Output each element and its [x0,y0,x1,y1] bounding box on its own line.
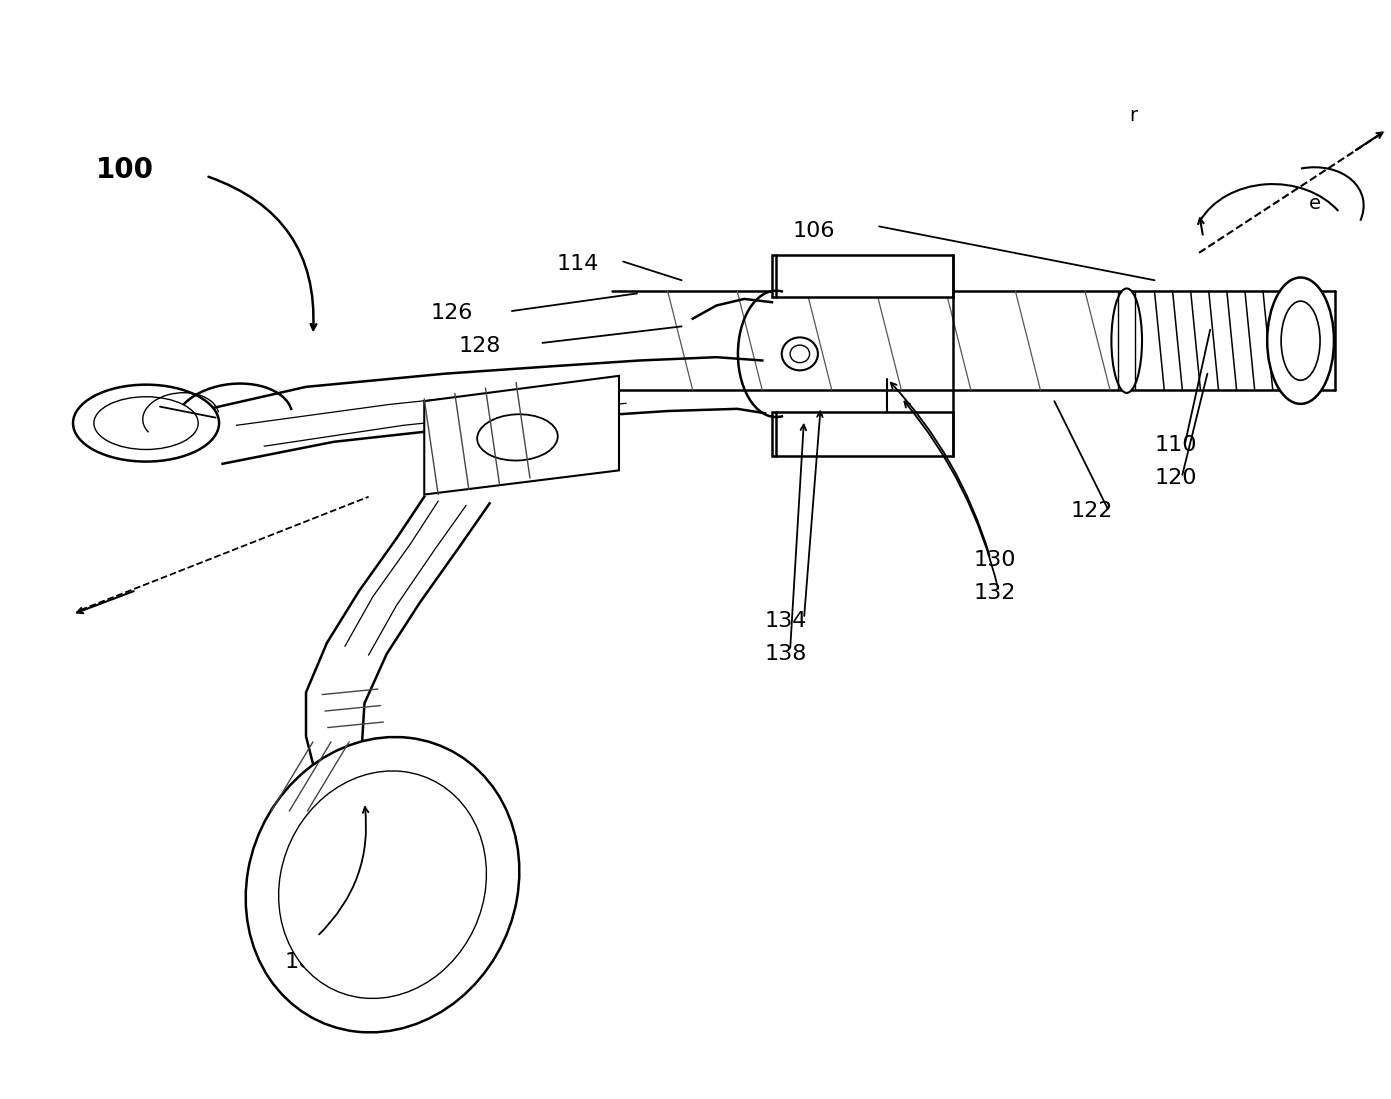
Ellipse shape [782,337,818,370]
Polygon shape [424,376,619,495]
Text: 104: 104 [285,952,327,972]
Text: 110: 110 [1155,435,1196,455]
Text: 106: 106 [793,221,835,241]
Ellipse shape [72,385,220,462]
Ellipse shape [1111,289,1142,393]
Text: 120: 120 [1155,468,1196,488]
Text: 130: 130 [974,551,1015,570]
Text: e: e [1309,193,1320,213]
Text: 122: 122 [1071,501,1113,521]
Text: 126: 126 [431,303,473,323]
Text: 114: 114 [556,254,598,274]
Text: 100: 100 [96,156,154,185]
Text: 128: 128 [459,336,501,356]
Ellipse shape [790,345,810,363]
Text: 102: 102 [83,413,125,433]
Text: r: r [1129,106,1138,125]
Ellipse shape [278,770,487,999]
Ellipse shape [1267,278,1334,404]
Polygon shape [772,255,953,297]
Text: 134: 134 [765,611,807,631]
Ellipse shape [246,737,519,1032]
Ellipse shape [1281,301,1320,380]
Text: 138: 138 [765,644,807,664]
Ellipse shape [477,414,558,460]
Text: 132: 132 [974,584,1015,603]
Ellipse shape [93,397,198,449]
Polygon shape [772,412,953,456]
